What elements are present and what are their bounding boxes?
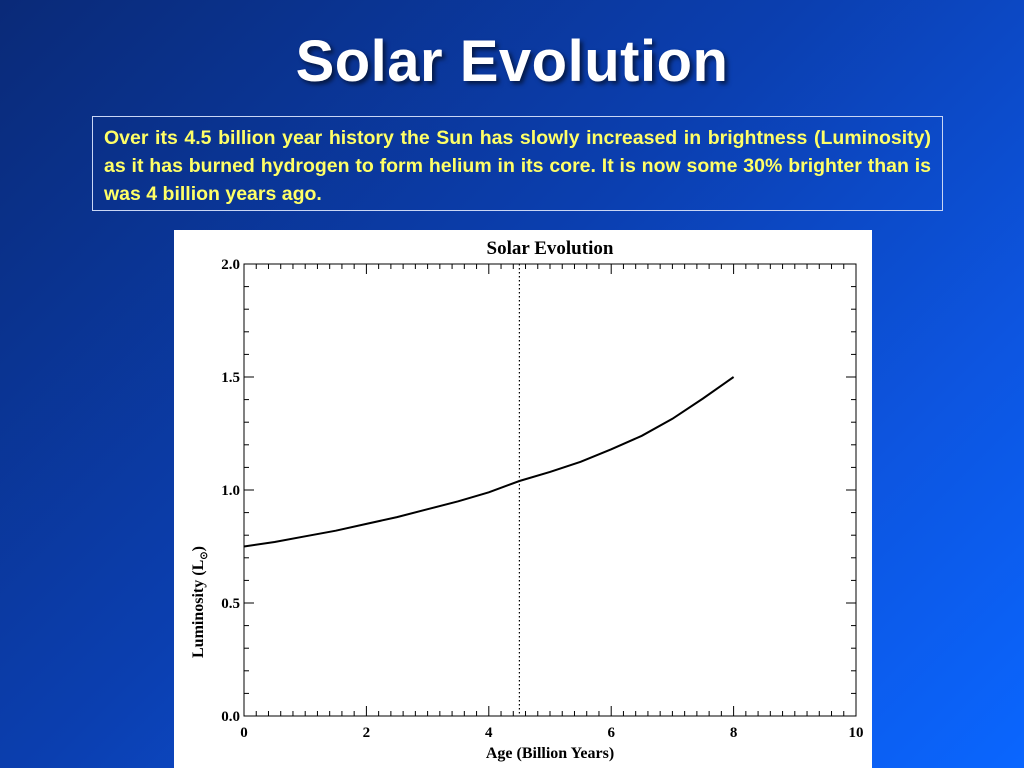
x-tick-label: 8: [730, 725, 738, 741]
axis-ticks: [243, 263, 857, 717]
y-tick-label: 1.0: [221, 483, 240, 499]
luminosity-series-line: [243, 376, 735, 548]
luminosity-chart: Solar Evolution Age (Billion Years) Lumi…: [190, 238, 864, 762]
x-tick-label: 6: [607, 725, 615, 741]
y-axis-label: Luminosity (L⊙): [190, 546, 210, 658]
y-axis-label-sun-symbol: ⊙: [199, 551, 210, 559]
x-tick-label: 0: [240, 725, 248, 741]
x-tick-label: 2: [363, 725, 371, 741]
description-box: Over its 4.5 billion year history the Su…: [92, 116, 943, 211]
plot-frame: [243, 263, 857, 717]
x-tick-label: 10: [849, 725, 864, 741]
axis-tick-labels: 0 2 4 6 8 10 0.0 0.5 1.0 1.5 2.0: [221, 257, 863, 741]
y-tick-label: 2.0: [221, 257, 240, 273]
y-axis-label-main: Luminosity (L: [190, 560, 207, 658]
chart-title: Solar Evolution: [487, 238, 614, 259]
y-tick-label: 0.5: [221, 596, 240, 612]
x-axis-label: Age (Billion Years): [486, 745, 614, 762]
chart-panel: Solar Evolution Age (Billion Years) Lumi…: [174, 230, 872, 768]
description-text: Over its 4.5 billion year history the Su…: [104, 127, 931, 205]
slide-title: Solar Evolution: [295, 29, 729, 94]
y-axis-label-close: ): [190, 546, 207, 551]
y-tick-label: 1.5: [221, 370, 240, 386]
y-tick-label: 0.0: [221, 709, 240, 725]
x-tick-label: 4: [485, 725, 493, 741]
